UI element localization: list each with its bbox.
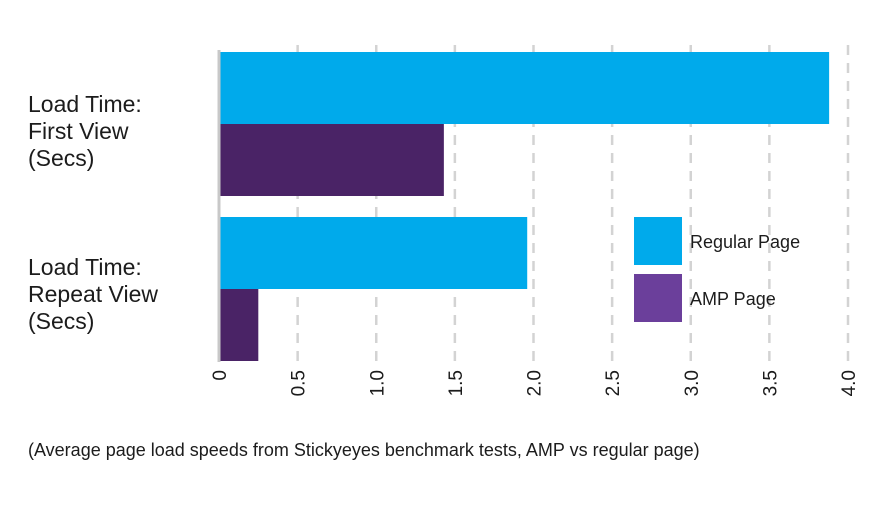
x-tick-label: 1.0 — [367, 370, 388, 396]
category-label: Load Time: First View (Secs) — [28, 91, 142, 171]
x-tick-label: 2.5 — [603, 370, 624, 396]
bars — [219, 52, 830, 361]
x-tick-label: 1.5 — [446, 370, 467, 396]
bar — [219, 124, 444, 196]
bar — [219, 289, 259, 361]
legend-swatch — [634, 217, 682, 265]
x-tick-label: 4.0 — [839, 370, 860, 396]
x-tick-label: 2.0 — [525, 370, 546, 396]
category-labels: Load Time: First View (Secs) Load Time: Repe… — [28, 91, 158, 334]
bar — [219, 52, 830, 124]
chart-caption: (Average page load speeds from Stickyeye… — [28, 440, 700, 460]
x-tick-labels: 0 0.5 1.0 1.5 2.0 2.5 3.0 3.5 4.0 — [210, 370, 860, 396]
legend-label: AMP Page — [690, 289, 776, 309]
x-tick-label: 3.0 — [682, 370, 703, 396]
category-label: Load Time: Repeat View (Secs) — [28, 254, 158, 334]
bar — [219, 217, 528, 289]
x-tick-label: 0.5 — [289, 370, 310, 396]
bar-chart: Load Time: First View (Secs) Load Time: Repe… — [28, 45, 860, 396]
x-tick-label: 0 — [210, 370, 231, 381]
legend: Regular Page AMP Page — [634, 217, 800, 322]
x-tick-label: 3.5 — [760, 370, 781, 396]
legend-label: Regular Page — [690, 232, 800, 252]
legend-swatch — [634, 274, 682, 322]
